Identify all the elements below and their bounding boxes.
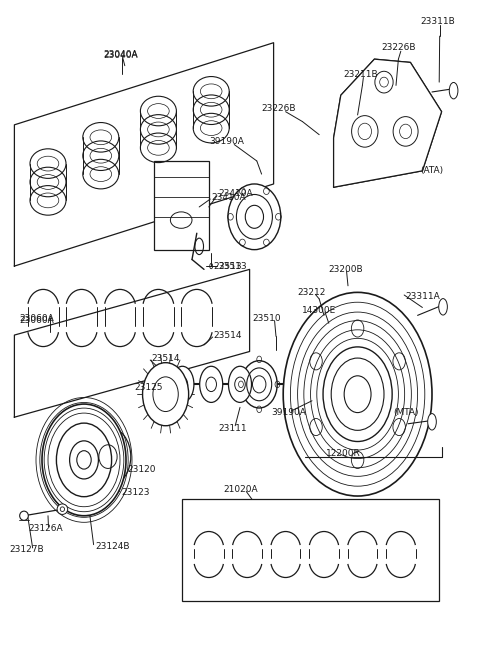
Ellipse shape [42, 404, 126, 516]
Text: 39190A: 39190A [271, 408, 306, 417]
Text: 23513: 23513 [218, 261, 247, 271]
Text: 23111: 23111 [218, 424, 247, 433]
Text: 23226B: 23226B [382, 43, 416, 52]
Text: 23125: 23125 [134, 383, 163, 392]
Text: 23040A: 23040A [103, 50, 138, 59]
Ellipse shape [57, 504, 68, 514]
Text: 23513: 23513 [214, 261, 242, 271]
Ellipse shape [449, 83, 458, 99]
Bar [154, 161, 209, 250]
Text: 12200R: 12200R [326, 449, 361, 458]
Ellipse shape [20, 511, 28, 520]
Ellipse shape [228, 184, 281, 250]
Text: 21020A: 21020A [223, 485, 258, 494]
Text: 23212: 23212 [298, 288, 326, 297]
Text: 23127B: 23127B [10, 545, 44, 555]
Circle shape [143, 363, 189, 426]
Text: (ATA): (ATA) [420, 166, 443, 175]
Bar [182, 499, 439, 601]
Ellipse shape [439, 298, 447, 315]
Text: 23123: 23123 [121, 488, 149, 497]
Text: 23120: 23120 [127, 465, 156, 474]
Text: 23060A: 23060A [19, 316, 54, 325]
Text: 23311B: 23311B [420, 17, 455, 26]
Circle shape [283, 292, 432, 496]
Text: 23410A: 23410A [211, 193, 246, 202]
Ellipse shape [85, 427, 131, 486]
Text: 23510: 23510 [252, 314, 281, 323]
Text: 23124B: 23124B [95, 542, 130, 551]
Text: 23514: 23514 [151, 353, 180, 363]
Ellipse shape [228, 367, 252, 402]
Text: 23060A: 23060A [19, 314, 54, 323]
Text: 23200B: 23200B [329, 265, 363, 274]
Text: 39190A: 39190A [209, 137, 244, 146]
Ellipse shape [428, 414, 436, 430]
Polygon shape [334, 59, 442, 187]
Text: 23211B: 23211B [343, 70, 378, 79]
Ellipse shape [77, 451, 91, 469]
Text: 23514: 23514 [214, 330, 242, 340]
Ellipse shape [171, 367, 194, 402]
Text: 23410A: 23410A [218, 189, 253, 198]
Text: 23226B: 23226B [262, 104, 296, 113]
Circle shape [344, 376, 371, 413]
Text: 14300E: 14300E [302, 306, 336, 315]
Text: 23040A: 23040A [103, 51, 138, 60]
Text: (MTA): (MTA) [394, 408, 419, 417]
Text: 23311A: 23311A [406, 292, 440, 302]
Ellipse shape [200, 367, 223, 402]
Ellipse shape [241, 361, 277, 408]
Text: 23126A: 23126A [29, 524, 63, 533]
